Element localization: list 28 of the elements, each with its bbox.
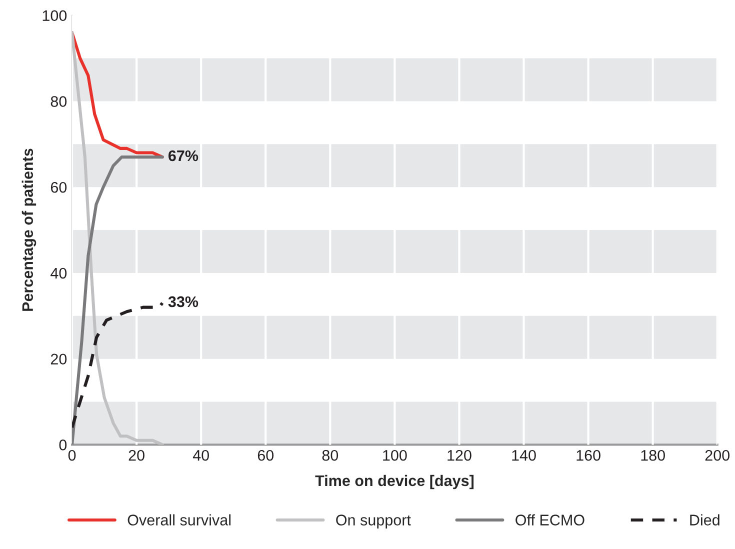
y-axis-title: Percentage of patients [22, 148, 36, 311]
x-tick-label: 100 [383, 450, 407, 461]
line-series [72, 156, 164, 445]
y-tick-label: 80 [50, 96, 67, 107]
y-tick-label: 0 [59, 440, 67, 450]
y-tick-label: 60 [50, 182, 67, 193]
legend-label: Overall survival [128, 514, 230, 526]
x-axis-title: Time on device [days] [315, 474, 474, 490]
x-tick-label: 20 [128, 450, 144, 461]
x-tick-label: 200 [705, 450, 730, 461]
x-tick-label: 60 [258, 450, 274, 461]
annotation: 33% [168, 296, 198, 308]
x-tick-label: 40 [192, 450, 209, 461]
x-tick-label: 120 [448, 450, 472, 461]
x-tick-label: 160 [576, 450, 600, 461]
x-tick-label: 180 [641, 450, 665, 461]
y-tick-label: 20 [50, 354, 67, 365]
annotation: 67% [168, 150, 198, 162]
legend-label: Died [690, 514, 720, 526]
y-tick-label: 40 [50, 268, 67, 279]
line-series [72, 31, 164, 445]
x-tick-label: 0 [68, 450, 76, 461]
y-tick-label: 100 [42, 10, 67, 22]
x-tick-label: 140 [512, 450, 536, 461]
line-series [72, 301, 164, 430]
legend-label: Off ECMO [516, 514, 584, 526]
legend-label: On support [336, 514, 411, 528]
x-tick-label: 80 [322, 450, 338, 461]
